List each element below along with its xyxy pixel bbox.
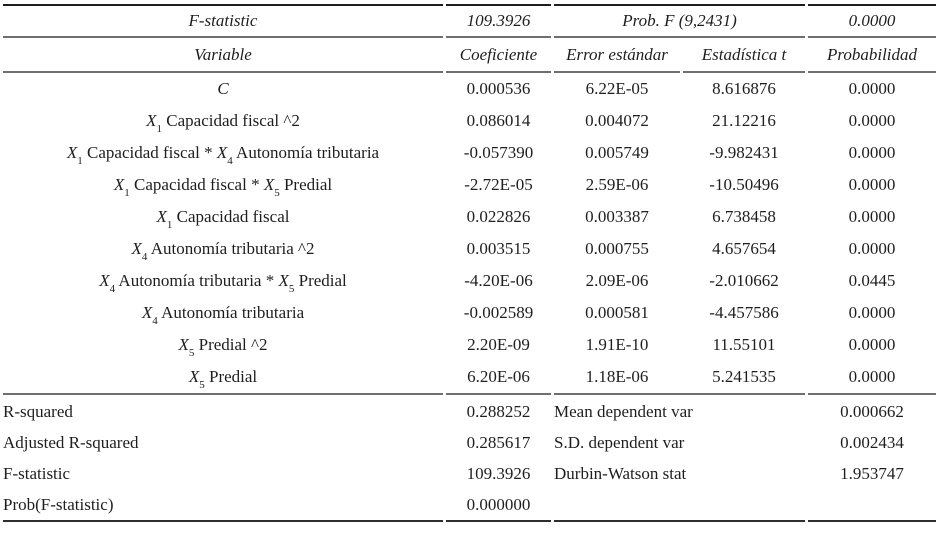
prob-cell: 0.0000 (848, 367, 896, 386)
coefficient-cell: -2.72E-05 (464, 175, 533, 194)
summary-right-label: Durbin-Watson stat (554, 464, 687, 483)
variable-cell: X1 Capacidad fiscal * X4 Autonomía tribu… (66, 143, 380, 168)
t-stat-cell: -9.982431 (709, 143, 779, 162)
variable-cell: X5 Predial ^2 (178, 335, 268, 360)
prob-f-label: Prob. F (9,2431) (554, 4, 806, 38)
prob-cell: 0.0000 (848, 239, 896, 258)
t-stat-cell: -2.010662 (709, 271, 779, 290)
t-stat-cell: -10.50496 (709, 175, 779, 194)
variable-cell: X5 Predial (188, 367, 258, 392)
table-row: C 0.000536 6.22E-05 8.616876 0.0000 (3, 73, 936, 105)
prob-cell: 0.0000 (848, 175, 896, 194)
coefficient-cell: -4.20E-06 (464, 271, 533, 290)
prob-cell: 0.0000 (848, 207, 896, 226)
summary-left-label: F-statistic (3, 464, 71, 483)
std-error-cell: 1.18E-06 (585, 367, 649, 386)
table-row: X1 Capacidad fiscal ^2 0.086014 0.004072 21… (3, 105, 936, 137)
summary-left-value: 0.288252 (446, 393, 551, 427)
t-stat-cell: 6.738458 (712, 207, 776, 226)
summary-left-label: Adjusted R-squared (3, 433, 139, 452)
variable-cell: X4 Autonomía tributaria * X5 Predial (99, 271, 347, 296)
std-error-cell: 0.000581 (585, 303, 649, 322)
coefficients-body: C 0.000536 6.22E-05 8.616876 0.0000 X1 Capaci… (3, 73, 936, 393)
coefficient-cell: 0.003515 (466, 239, 531, 258)
summary-right-label: S.D. dependent var (554, 433, 685, 452)
summary-body: R-squared 0.288252 Mean dependent var 0.000… (3, 393, 937, 522)
summary-row: F-statistic 109.3926 Durbin-Watson stat 1.9… (3, 458, 936, 489)
summary-right-value (808, 489, 937, 522)
prob-cell: 0.0000 (848, 303, 896, 322)
std-error-cell: 0.003387 (585, 207, 649, 226)
prob-cell: 0.0445 (848, 271, 896, 290)
t-stat-cell: -4.457586 (709, 303, 779, 322)
column-header-probabilidad: Probabilidad (808, 38, 937, 73)
column-header-variable: Variable (3, 38, 443, 73)
prob-cell: 0.0000 (848, 335, 896, 354)
column-header-row: Variable Coeficiente Error estándar Esta… (3, 38, 937, 73)
summary-right-label: Mean dependent var (554, 393, 806, 427)
summary-right-label (554, 489, 806, 522)
regression-table: F-statistic 109.3926 Prob. F (9,2431) 0.… (0, 4, 939, 522)
summary-row: Adjusted R-squared 0.285617 S.D. dependent… (3, 427, 936, 458)
coefficient-cell: 6.20E-06 (467, 367, 530, 386)
table-row: X4 Autonomía tributaria ^2 0.003515 0.0007… (3, 233, 936, 265)
f-statistic-value: 109.3926 (446, 4, 551, 38)
summary-row: Prob(F-statistic) 0.000000 (3, 489, 937, 522)
t-stat-cell: 11.55101 (712, 335, 776, 354)
summary-left-label: R-squared (3, 393, 443, 427)
variable-cell: C (217, 79, 229, 98)
f-statistic-row: F-statistic 109.3926 Prob. F (9,2431) 0.… (3, 4, 937, 38)
coefficient-cell: -0.057390 (463, 143, 534, 162)
std-error-cell: 1.91E-10 (585, 335, 649, 354)
std-error-cell: 0.005749 (585, 143, 649, 162)
table-row: X1 Capacidad fiscal 0.022826 0.003387 6.738… (3, 201, 936, 233)
f-statistic-label: F-statistic (3, 4, 443, 38)
column-header-error-estandar: Error estándar (554, 38, 680, 73)
column-header-coeficiente: Coeficiente (446, 38, 551, 73)
variable-cell: X1 Capacidad fiscal ^2 (146, 111, 300, 136)
prob-f-value: 0.0000 (808, 4, 937, 38)
variable-cell: X4 Autonomía tributaria ^2 (131, 239, 315, 264)
coefficient-cell: 0.086014 (466, 111, 531, 130)
table-row: X4 Autonomía tributaria -0.002589 0.000581… (3, 297, 936, 329)
column-header-estadistica-t: Estadística t (683, 38, 806, 73)
prob-cell: 0.0000 (848, 111, 896, 130)
std-error-cell: 2.59E-06 (585, 175, 649, 194)
t-stat-cell: 8.616876 (712, 79, 776, 98)
summary-right-value: 0.002434 (840, 433, 904, 452)
prob-cell: 0.0000 (848, 143, 896, 162)
table-row: X1 Capacidad fiscal * X4 Autonomía tribu… (3, 137, 936, 169)
table-row: X5 Predial ^2 2.20E-09 1.91E-10 11.55101 0.0… (3, 329, 936, 361)
coefficient-cell: 0.022826 (466, 207, 531, 226)
summary-left-value: 0.000000 (446, 489, 551, 522)
std-error-cell: 6.22E-05 (585, 79, 649, 98)
variable-cell: X4 Autonomía tributaria (141, 303, 305, 328)
table-row: X4 Autonomía tributaria * X5 Predial -4.2… (3, 265, 936, 297)
std-error-cell: 2.09E-06 (585, 271, 649, 290)
t-stat-cell: 4.657654 (712, 239, 776, 258)
coefficient-cell: -0.002589 (463, 303, 534, 322)
table-row: X1 Capacidad fiscal * X5 Predial -2.72E-0… (3, 169, 936, 201)
table-row: X5 Predial 6.20E-06 1.18E-06 5.241535 0.0000 (3, 361, 936, 393)
summary-row: R-squared 0.288252 Mean dependent var 0.000… (3, 393, 937, 427)
coefficient-cell: 2.20E-09 (467, 335, 530, 354)
variable-cell: X1 Capacidad fiscal * X5 Predial (113, 175, 333, 200)
variable-cell: X1 Capacidad fiscal (156, 207, 290, 232)
summary-right-value: 1.953747 (840, 464, 904, 483)
std-error-cell: 0.000755 (585, 239, 649, 258)
t-stat-cell: 5.241535 (712, 367, 776, 386)
summary-left-value: 109.3926 (466, 464, 531, 483)
summary-right-value: 0.000662 (808, 393, 937, 427)
summary-left-value: 0.285617 (466, 433, 531, 452)
coefficient-cell: 0.000536 (466, 79, 531, 98)
prob-cell: 0.0000 (848, 79, 896, 98)
t-stat-cell: 21.12216 (712, 111, 776, 130)
summary-left-label: Prob(F-statistic) (3, 489, 443, 522)
std-error-cell: 0.004072 (585, 111, 649, 130)
